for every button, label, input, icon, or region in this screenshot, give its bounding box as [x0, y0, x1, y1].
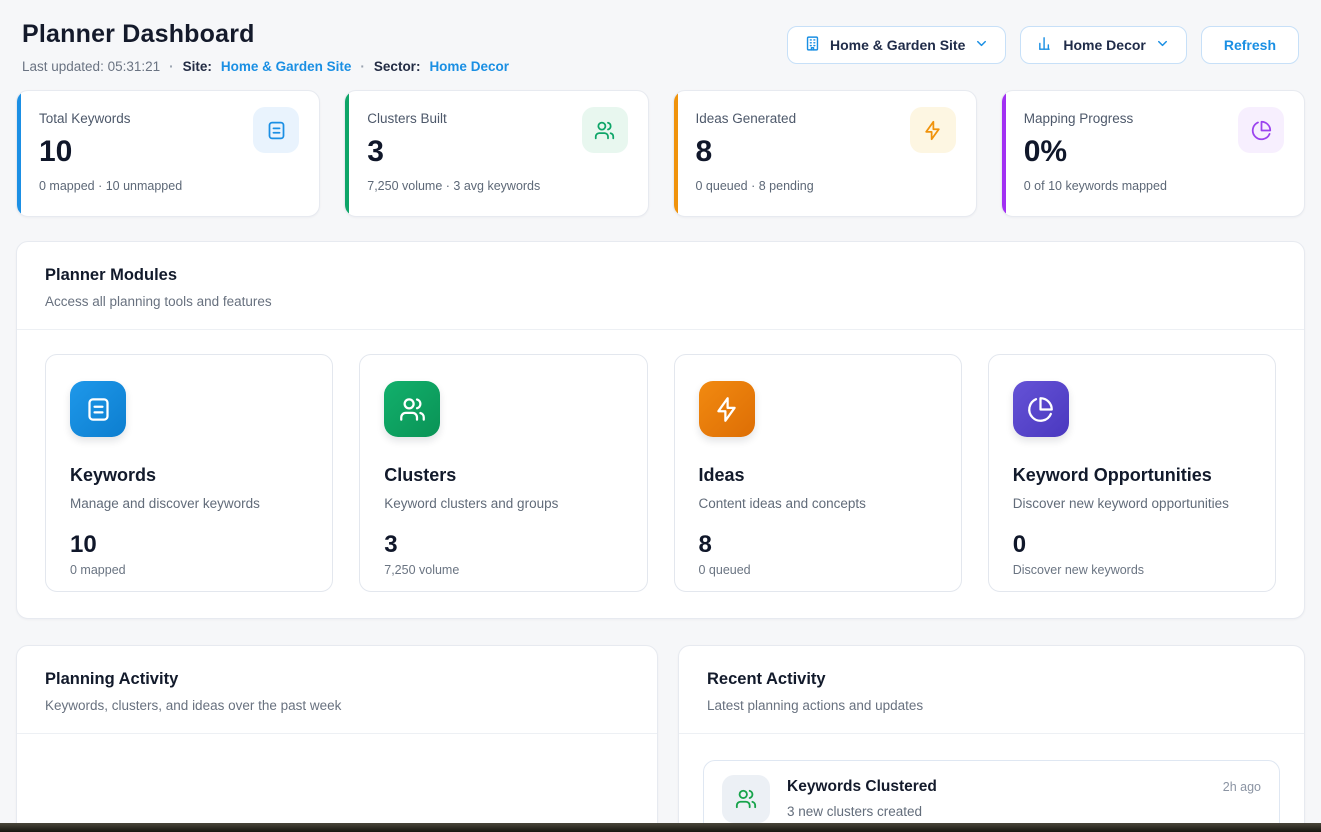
module-description: Manage and discover keywords	[70, 496, 308, 511]
accent-bar	[674, 91, 678, 216]
modules-panel-title: Planner Modules	[45, 266, 1276, 285]
site-selector-label: Home & Garden Site	[830, 37, 965, 53]
module-card-clusters[interactable]: Clusters Keyword clusters and groups 3 7…	[359, 354, 647, 592]
recent-activity-panel: Recent Activity Latest planning actions …	[678, 645, 1305, 832]
stat-detail: 0 mapped · 10 unmapped	[39, 179, 297, 193]
lightning-icon	[699, 381, 755, 437]
sector-selector-button[interactable]: Home Decor	[1020, 26, 1186, 64]
module-value: 0	[1013, 531, 1251, 559]
planning-activity-header: Planning Activity Keywords, clusters, an…	[17, 646, 657, 733]
stat-detail: 0 of 10 keywords mapped	[1024, 179, 1282, 193]
chevron-down-icon	[974, 36, 989, 54]
module-title: Keywords	[70, 465, 308, 486]
screen-bottom-bar	[0, 823, 1321, 832]
stats-row: Total Keywords 10 0 mapped · 10 unmapped…	[16, 90, 1305, 217]
module-description: Discover new keyword opportunities	[1013, 496, 1251, 511]
module-title: Ideas	[699, 465, 937, 486]
activity-item-description: 3 new clusters created	[787, 804, 937, 819]
document-icon	[70, 381, 126, 437]
stat-card-mapping-progress: Mapping Progress 0% 0 of 10 keywords map…	[1001, 90, 1305, 217]
activity-item-title: Keywords Clustered	[787, 778, 937, 796]
module-detail: Discover new keywords	[1013, 563, 1251, 577]
module-detail: 0 queued	[699, 563, 937, 577]
users-icon	[582, 107, 628, 153]
site-selector-button[interactable]: Home & Garden Site	[787, 26, 1006, 64]
chevron-down-icon	[1155, 36, 1170, 54]
modules-grid: Keywords Manage and discover keywords 10…	[17, 330, 1304, 618]
module-description: Content ideas and concepts	[699, 496, 937, 511]
page-header: Planner Dashboard Last updated: 05:31:21…	[16, 20, 1305, 74]
header-actions: Home & Garden Site Home Decor Refresh	[787, 26, 1299, 64]
planning-activity-subtitle: Keywords, clusters, and ideas over the p…	[45, 698, 629, 713]
module-detail: 0 mapped	[70, 563, 308, 577]
planning-activity-chart: Keywords Added Clusters Created Ideas Ge…	[17, 734, 657, 832]
document-icon	[253, 107, 299, 153]
recent-activity-list: Keywords Clustered 3 new clusters create…	[679, 734, 1304, 832]
stat-card-total-keywords: Total Keywords 10 0 mapped · 10 unmapped	[16, 90, 320, 217]
module-description: Keyword clusters and groups	[384, 496, 622, 511]
lightning-icon	[910, 107, 956, 153]
site-label: Site:	[183, 59, 212, 74]
meta-separator: ·	[169, 59, 174, 74]
header-left: Planner Dashboard Last updated: 05:31:21…	[22, 20, 509, 74]
users-icon	[384, 381, 440, 437]
module-value: 10	[70, 531, 308, 559]
meta-separator: ·	[360, 59, 365, 74]
stat-card-ideas-generated: Ideas Generated 8 0 queued · 8 pending	[673, 90, 977, 217]
planner-modules-panel: Planner Modules Access all planning tool…	[16, 241, 1305, 619]
planner-dashboard-page: Planner Dashboard Last updated: 05:31:21…	[0, 0, 1321, 832]
accent-bar	[345, 91, 349, 216]
modules-panel-subtitle: Access all planning tools and features	[45, 294, 1276, 309]
accent-bar	[17, 91, 21, 216]
recent-activity-subtitle: Latest planning actions and updates	[707, 698, 1276, 713]
module-card-keyword-opportunities[interactable]: Keyword Opportunities Discover new keywo…	[988, 354, 1276, 592]
module-title: Keyword Opportunities	[1013, 465, 1251, 486]
users-icon	[722, 775, 770, 823]
bottom-row: Planning Activity Keywords, clusters, an…	[16, 645, 1305, 832]
accent-bar	[1002, 91, 1006, 216]
pie-chart-icon	[1013, 381, 1069, 437]
page-title: Planner Dashboard	[22, 20, 509, 49]
building-icon	[804, 35, 821, 55]
module-title: Clusters	[384, 465, 622, 486]
planning-activity-panel: Planning Activity Keywords, clusters, an…	[16, 645, 658, 832]
activity-item-keywords-clustered: Keywords Clustered 3 new clusters create…	[703, 760, 1280, 832]
stat-detail: 0 queued · 8 pending	[696, 179, 954, 193]
modules-panel-header: Planner Modules Access all planning tool…	[17, 242, 1304, 329]
last-updated-text: Last updated: 05:31:21	[22, 59, 160, 74]
sector-link[interactable]: Home Decor	[429, 59, 509, 74]
module-card-ideas[interactable]: Ideas Content ideas and concepts 8 0 que…	[674, 354, 962, 592]
header-meta-line: Last updated: 05:31:21 · Site: Home & Ga…	[22, 59, 509, 74]
refresh-button[interactable]: Refresh	[1201, 26, 1299, 64]
site-link[interactable]: Home & Garden Site	[221, 59, 352, 74]
module-value: 8	[699, 531, 937, 559]
sector-label: Sector:	[374, 59, 421, 74]
recent-activity-header: Recent Activity Latest planning actions …	[679, 646, 1304, 733]
bar-chart-icon	[1037, 35, 1054, 55]
stat-detail: 7,250 volume · 3 avg keywords	[367, 179, 625, 193]
module-value: 3	[384, 531, 622, 559]
stat-card-clusters-built: Clusters Built 3 7,250 volume · 3 avg ke…	[344, 90, 648, 217]
sector-selector-label: Home Decor	[1063, 37, 1145, 53]
planning-activity-title: Planning Activity	[45, 670, 629, 689]
pie-chart-icon	[1238, 107, 1284, 153]
module-detail: 7,250 volume	[384, 563, 622, 577]
recent-activity-title: Recent Activity	[707, 670, 1276, 689]
module-card-keywords[interactable]: Keywords Manage and discover keywords 10…	[45, 354, 333, 592]
